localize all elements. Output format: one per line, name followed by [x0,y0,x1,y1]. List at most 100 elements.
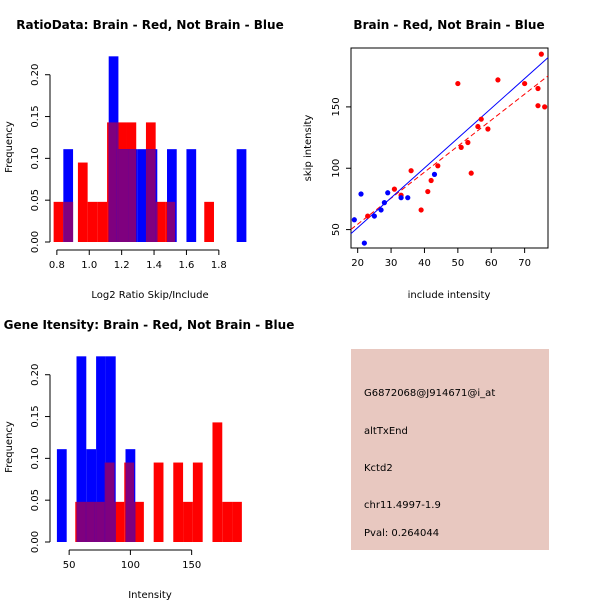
ratio-y-tick-label: 0.10 [30,147,41,169]
brain-point [478,116,484,122]
brain-point [435,163,441,169]
ratio-y-axis: 0.00 0.05 0.10 0.15 0.20 [30,64,51,253]
intensity-brain-bar [134,501,144,542]
intensity-x-tick-label: 50 [63,560,76,571]
ratio-brain-bar [97,201,108,242]
ratio-x-tick-label: 1.2 [114,260,130,271]
intensity-y-tick-label: 0.10 [30,447,41,469]
ratio-y-axis-label: Frequency [4,121,15,173]
ratio-x-tick-label: 0.8 [49,260,65,271]
intensity-brain-bar [232,501,242,542]
ratio-brain-bar [87,201,98,242]
intensity-brain-bar [212,422,223,542]
brain-point [425,188,431,195]
event-type-text: altTxEnd [364,426,408,437]
brain-point [475,123,481,130]
ratio-x-tick-label: 1.6 [178,260,194,271]
ratio-overlap-bar [155,201,158,242]
intensity-y-tick-label: 0.00 [30,531,41,553]
not-brain-point [351,217,357,223]
not-brain-point [358,191,364,197]
ratio-brain-bar [155,201,166,242]
intensity-y-tick-label: 0.05 [30,489,41,511]
ratio-not-brain-bar [236,149,247,242]
ratio-x-tick-label: 1.8 [211,260,227,271]
brain-point [408,168,414,174]
brain-point [535,103,541,109]
intensity-overlap-bar [76,501,86,542]
scatter-y-tick-label: 50 [331,223,342,236]
ratio-overlap-bar [145,149,148,242]
scatter-y-axis-label: skip intensity [303,115,314,182]
pval-text: Pval: 0.264044 [364,528,439,539]
ratio-not-brain-bar [186,149,197,242]
scatter-points [351,51,548,246]
brain-point [468,170,474,176]
not-brain-point [371,213,377,219]
intensity-overlap-bar [125,462,135,542]
info-panel: G6872068@J914671@i_at altTxEnd Kctd2 chr… [351,349,549,550]
brain-point [495,77,501,83]
intensity-y-tick-label: 0.15 [30,405,41,427]
ratio-x-tick-label: 1.0 [81,260,97,271]
ratio-brain-bar [77,162,88,242]
intensity-overlap-bar [86,501,95,542]
intensity-x-axis-label: Intensity [128,590,172,600]
intensity-overlap-bar [105,462,115,542]
intensity-histogram: Gene Itensity: Brain - Red, Not Brain - … [4,318,295,600]
scatter-plot-frame [350,47,549,249]
brain-fit-line [350,75,549,230]
brain-point [418,207,424,213]
intensity-not-brain-bar [86,449,97,542]
brain-point [455,80,461,87]
brain-point [465,139,471,146]
intensity-brain-bar [153,462,164,542]
ratio-overlap-bar [126,149,129,242]
intensity-brain-bar [222,501,233,542]
ratio-bars [53,56,247,243]
brain-point [522,80,528,87]
intensity-y-axis-label: Frequency [4,421,15,473]
intensity-not-brain-bar [96,356,106,542]
intensity-overlap-bar [85,501,87,542]
scatter-x-tick-label: 60 [485,258,498,269]
intensity-y-tick-label: 0.20 [30,364,41,386]
scatter-x-tick-label: 30 [385,258,398,269]
ratio-x-axis: 0.8 1.0 1.2 1.4 1.6 1.8 [49,249,227,271]
ratio-not-brain-bar [137,149,148,242]
intensity-not-brain-bar [56,449,67,542]
intensity-x-tick-label: 150 [182,560,201,571]
probe-id-text: G6872068@J914671@i_at [364,388,495,399]
ratio-overlap-bar [128,149,137,242]
ratio-not-brain-bar [63,149,74,242]
location-text: chr11.4997-1.9 [364,500,441,511]
not-brain-point [398,195,404,201]
ratio-histogram: RatioData: Brain - Red, Not Brain - Blue… [4,18,284,301]
intensity-brain-bar [183,501,193,542]
not-brain-point [385,190,391,196]
ratio-chart-title: RatioData: Brain - Red, Not Brain - Blue [16,18,283,32]
scatter-x-tick-label: 70 [518,258,531,269]
intensity-x-axis: 50 100 150 [63,549,201,571]
intensity-brain-bar [114,501,125,542]
intensity-chart-title: Gene Itensity: Brain - Red, Not Brain - … [4,318,295,332]
brain-point [538,51,544,57]
brain-point [535,85,541,92]
brain-point [365,213,371,219]
not-brain-point [378,207,384,213]
scatter-x-tick-label: 50 [451,258,464,269]
brain-point [391,186,398,192]
intensity-not-brain-bar [76,356,87,542]
gene-name-text: Kctd2 [364,463,393,474]
brain-point [428,177,434,184]
ratio-overlap-bar [118,149,127,242]
scatter-y-axis: 50 100 150 [331,97,351,236]
scatter-x-tick-label: 40 [418,258,431,269]
scatter-x-tick-label: 20 [351,258,364,269]
scatter-y-tick-label: 100 [331,159,342,178]
intensity-overlap-bar [94,501,97,542]
ratio-overlap-bar [147,149,156,242]
brain-point [458,144,464,150]
not-brain-fit-line [350,57,549,234]
ratio-y-tick-label: 0.15 [30,105,41,127]
